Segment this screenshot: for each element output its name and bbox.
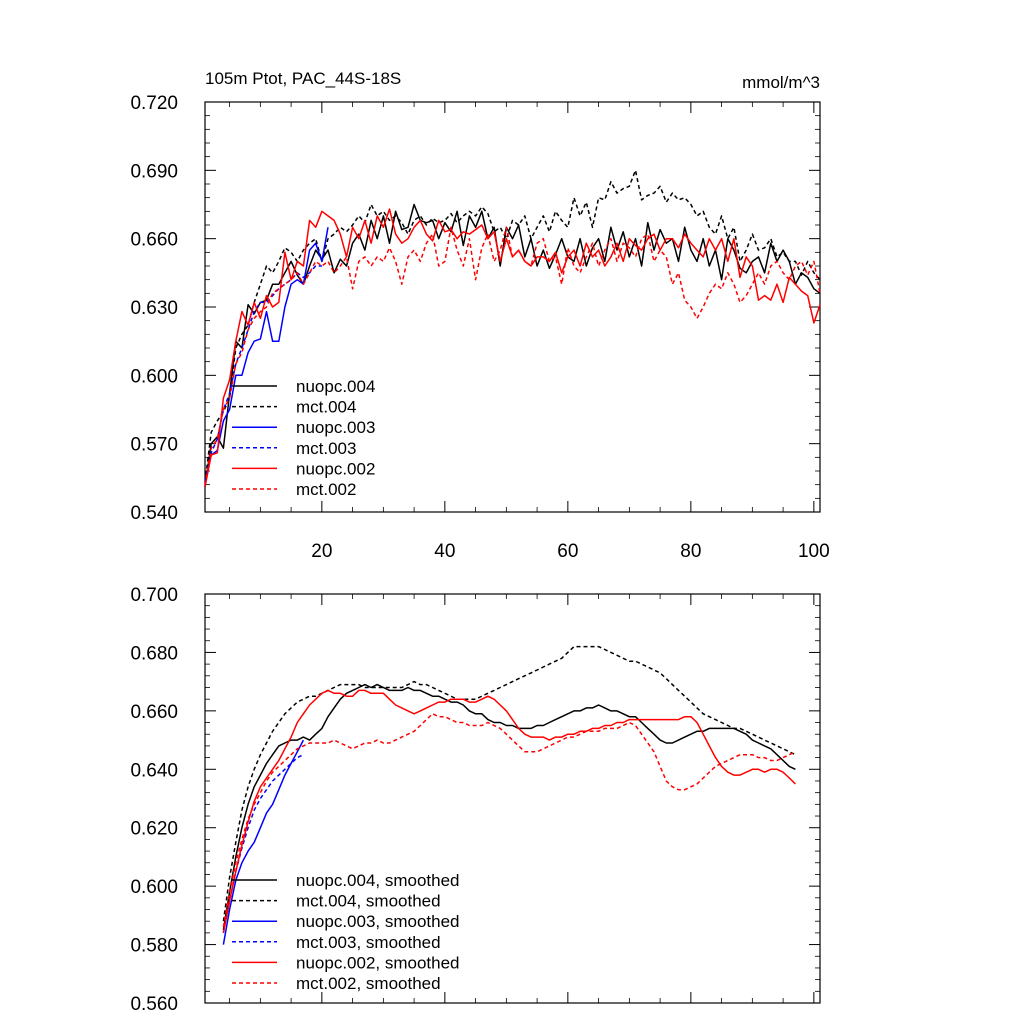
legend-label: mct.004: [296, 398, 356, 417]
x-tick-label: 40: [434, 541, 455, 562]
legend-label: mct.003, smoothed: [296, 933, 441, 952]
legend-label: nuopc.003, smoothed: [296, 912, 460, 931]
units-label: mmol/m^3: [742, 73, 820, 92]
legend-label: nuopc.003: [296, 418, 375, 437]
y-tick-label: 0.720: [130, 93, 178, 114]
legend-label: mct.004, smoothed: [296, 892, 441, 911]
x-tick-label: 100: [798, 541, 830, 562]
y-tick-label: 0.600: [130, 877, 178, 898]
y-tick-label: 0.640: [130, 760, 178, 781]
y-tick-label: 0.580: [130, 936, 178, 957]
y-tick-label: 0.540: [130, 503, 178, 524]
series-line-mct-002: [204, 226, 821, 485]
bottom-panel: 0.560 0.580 0.600 0.620 0.640 0.660 0.680 0.700…: [130, 585, 821, 1015]
y-tick-label: 0.600: [130, 366, 178, 387]
x-tick-label: 20: [311, 541, 332, 562]
x-tick-label: 60: [557, 541, 578, 562]
y-tick-label: 0.620: [130, 819, 178, 840]
x-tick-label: 80: [680, 541, 701, 562]
series-line-mct-004: [204, 169, 821, 483]
legend-label: nuopc.002: [296, 459, 375, 478]
y-tick-label: 0.570: [130, 435, 178, 456]
y-tick-label: 0.630: [130, 298, 178, 319]
legend-label: mct.002: [296, 480, 356, 499]
legend-label: nuopc.004, smoothed: [296, 871, 460, 890]
chart-title: 105m Ptot, PAC_44S-18S: [205, 69, 401, 88]
y-tick-label: 0.700: [130, 585, 178, 606]
series-line-nuopc-003: [204, 227, 329, 485]
series-line-nuopc-002-smoothed: [222, 689, 796, 934]
series-line-mct-004-smoothed: [222, 645, 796, 922]
y-tick-label: 0.680: [130, 643, 178, 664]
series-line-mct-003: [204, 265, 322, 483]
series-line-nuopc-004-smoothed: [222, 683, 796, 931]
legend-label: nuopc.002, smoothed: [296, 953, 460, 972]
y-tick-label: 0.690: [130, 161, 178, 182]
series-line-nuopc-004: [204, 203, 821, 488]
y-tick-label: 0.560: [130, 994, 178, 1015]
top-panel: 20 40 60 80 100 0.540 0.570 0.600 0.630 0.660 0.69…: [130, 93, 829, 562]
series-line-mct-002-smoothed: [222, 713, 796, 928]
y-tick-label: 0.660: [130, 230, 178, 251]
legend-label: mct.002, smoothed: [296, 974, 441, 993]
y-tick-label: 0.660: [130, 702, 178, 723]
legend-label: nuopc.004: [296, 377, 375, 396]
legend-label: mct.003: [296, 439, 356, 458]
plot-frame: [204, 593, 821, 1004]
